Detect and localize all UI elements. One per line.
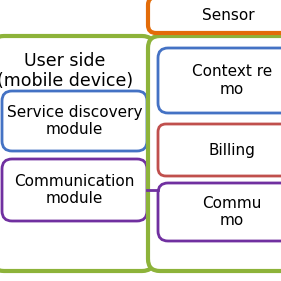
FancyBboxPatch shape [148,36,281,271]
FancyBboxPatch shape [158,124,281,176]
FancyBboxPatch shape [0,36,154,271]
FancyBboxPatch shape [158,183,281,241]
Text: Billing: Billing [209,142,255,157]
Text: User side
(mobile device): User side (mobile device) [0,52,133,90]
Text: Context re
mo: Context re mo [192,64,272,97]
Text: Communication
module: Communication module [14,174,135,206]
Text: Commu
mo: Commu mo [202,196,262,228]
FancyBboxPatch shape [158,48,281,113]
Text: Sensor: Sensor [202,8,254,22]
Text: Service discovery
module: Service discovery module [7,105,142,137]
FancyBboxPatch shape [148,0,281,33]
FancyBboxPatch shape [2,159,147,221]
FancyBboxPatch shape [2,91,147,151]
